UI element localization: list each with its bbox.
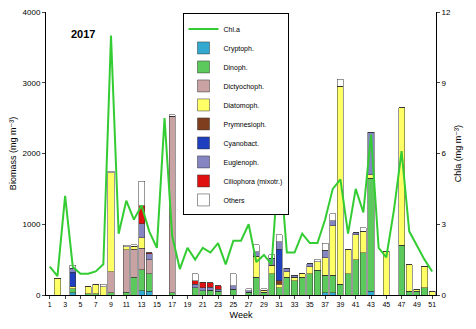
svg-text:3: 3 [63, 301, 67, 308]
svg-text:37: 37 [321, 301, 329, 308]
svg-text:47: 47 [398, 301, 406, 308]
svg-text:49: 49 [413, 301, 421, 308]
svg-text:35: 35 [306, 301, 314, 308]
svg-text:Diatomoph.: Diatomoph. [224, 102, 260, 110]
svg-text:33: 33 [291, 301, 299, 308]
svg-text:25: 25 [229, 301, 237, 308]
svg-text:0: 0 [36, 291, 41, 300]
svg-text:Euglenoph.: Euglenoph. [224, 159, 259, 167]
svg-text:3: 3 [442, 220, 447, 229]
svg-text:Week: Week [230, 310, 253, 320]
svg-text:2000: 2000 [23, 149, 41, 158]
svg-text:Prymnesioph.: Prymnesioph. [224, 121, 267, 129]
svg-text:Chl.a: Chl.a [224, 26, 240, 33]
svg-text:0: 0 [442, 291, 447, 300]
svg-text:3000: 3000 [23, 79, 41, 88]
svg-text:41: 41 [352, 301, 360, 308]
svg-text:13: 13 [138, 301, 146, 308]
svg-text:27: 27 [245, 301, 253, 308]
svg-text:Ciliophora (mixotr.): Ciliophora (mixotr.) [224, 178, 283, 186]
svg-text:45: 45 [382, 301, 390, 308]
svg-text:51: 51 [428, 301, 436, 308]
svg-text:Cryptoph.: Cryptoph. [224, 45, 254, 53]
svg-text:Biomass (mg m⁻³): Biomass (mg m⁻³) [8, 117, 18, 190]
svg-text:19: 19 [184, 301, 192, 308]
svg-text:7: 7 [94, 301, 98, 308]
svg-text:6: 6 [442, 149, 447, 158]
svg-text:5: 5 [78, 301, 82, 308]
svg-text:Chla (mg m⁻³): Chla (mg m⁻³) [453, 125, 463, 182]
svg-text:1000: 1000 [23, 220, 41, 229]
svg-text:Others: Others [224, 197, 246, 204]
svg-text:12: 12 [442, 8, 451, 17]
svg-text:4000: 4000 [23, 8, 41, 17]
svg-text:15: 15 [153, 301, 161, 308]
svg-text:23: 23 [214, 301, 222, 308]
svg-text:31: 31 [275, 301, 283, 308]
svg-text:11: 11 [123, 301, 130, 308]
svg-text:Dinoph.: Dinoph. [224, 64, 248, 72]
svg-text:39: 39 [337, 301, 345, 308]
svg-text:29: 29 [260, 301, 268, 308]
svg-text:9: 9 [442, 79, 447, 88]
svg-text:21: 21 [199, 301, 207, 308]
svg-text:Dictyochoph.: Dictyochoph. [224, 83, 265, 91]
svg-text:17: 17 [168, 301, 176, 308]
svg-text:2017: 2017 [71, 28, 95, 40]
svg-text:1: 1 [48, 301, 52, 308]
svg-text:Cyanobact.: Cyanobact. [224, 140, 259, 148]
svg-text:9: 9 [109, 301, 113, 308]
svg-text:43: 43 [367, 301, 375, 308]
